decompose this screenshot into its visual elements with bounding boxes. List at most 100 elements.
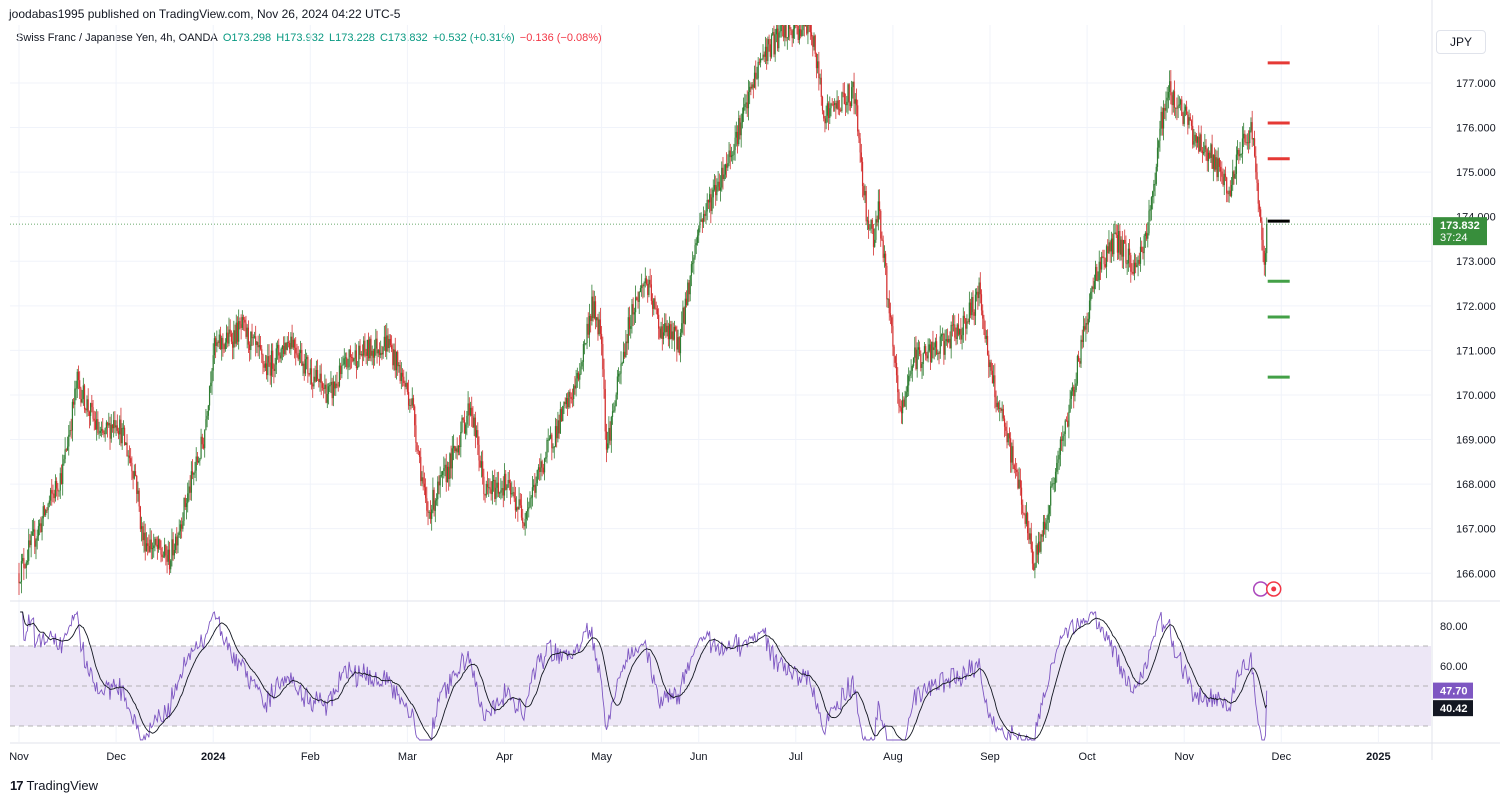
candle-body: [1153, 183, 1155, 192]
candle-body: [490, 489, 492, 495]
price-tick-label: 175.000: [1456, 167, 1496, 179]
price-axis: 177.000176.000175.000174.000173.000172.0…: [1456, 78, 1496, 580]
candle-body: [689, 275, 691, 295]
candle-body: [208, 386, 211, 406]
candle-body: [235, 322, 237, 344]
candle-body: [899, 406, 901, 408]
candle-body: [198, 460, 200, 463]
candle-body: [156, 544, 158, 549]
candle-body: [952, 324, 955, 326]
candle-body: [1141, 246, 1143, 252]
candle-body: [205, 419, 207, 431]
candle-body: [1217, 158, 1219, 178]
candle-body: [366, 339, 368, 356]
time-tick-label: Jul: [789, 751, 803, 763]
candle-body: [93, 418, 95, 421]
candle-body: [1113, 233, 1115, 255]
candle-body: [313, 376, 315, 387]
candle-body: [585, 343, 587, 344]
candle-body: [525, 511, 527, 520]
candle-body: [734, 137, 736, 151]
candle-body: [581, 361, 583, 367]
candle-body: [282, 345, 285, 354]
candle-body: [155, 538, 157, 545]
candle-body: [747, 92, 750, 109]
candle-body: [319, 373, 321, 383]
candle-body: [559, 409, 561, 434]
footer-brand[interactable]: 17 TradingView: [10, 778, 98, 793]
candle-body: [508, 479, 510, 484]
candle-body: [1156, 147, 1159, 167]
candle-body: [1104, 264, 1106, 267]
candle-body: [298, 353, 300, 360]
candle-body: [468, 403, 470, 416]
candle-body: [217, 342, 219, 344]
candle-body: [741, 113, 743, 123]
candle-body: [227, 332, 229, 344]
legend-symbol[interactable]: Swiss Franc / Japanese Yen, 4h, OANDA: [16, 32, 218, 44]
candle-body: [1080, 339, 1082, 364]
candle-body: [103, 432, 105, 435]
candle-body: [259, 345, 262, 350]
candle-body: [848, 84, 850, 103]
candle-body: [813, 35, 815, 47]
candle-body: [374, 348, 376, 358]
candle-body: [441, 471, 444, 475]
candle-body: [868, 220, 870, 230]
candle-body: [579, 374, 581, 380]
time-tick-label: Apr: [496, 751, 513, 763]
candle-body: [790, 29, 792, 31]
candle-body: [472, 415, 474, 428]
candle-body: [567, 398, 569, 408]
candle-body: [804, 25, 807, 27]
candle-body: [153, 545, 155, 549]
candle-body: [484, 494, 486, 496]
candle-body: [142, 526, 144, 541]
candle-body: [309, 368, 311, 375]
candle-body: [616, 376, 618, 395]
candle-body: [637, 300, 639, 302]
candle-body: [774, 34, 776, 55]
candle-body: [1189, 117, 1191, 121]
candle-body: [702, 213, 705, 223]
candle-body: [1253, 138, 1256, 156]
candle-body: [547, 439, 549, 441]
candle-body: [1200, 134, 1202, 151]
candle-body: [919, 347, 921, 354]
candle-body: [239, 321, 241, 325]
candle-body: [1118, 230, 1120, 253]
candle-body: [1036, 545, 1038, 555]
candle-body: [338, 365, 341, 386]
candle-body: [1235, 154, 1237, 174]
currency-button[interactable]: JPY: [1436, 30, 1486, 54]
candle-body: [132, 471, 134, 479]
candle-body: [295, 347, 297, 354]
candle-body: [683, 307, 685, 324]
candle-body: [228, 329, 230, 344]
candle-body: [792, 28, 794, 39]
last-price-value: 173.832: [1440, 220, 1480, 232]
candle-body: [133, 471, 135, 479]
candle-body: [20, 561, 23, 582]
candle-body: [883, 253, 886, 258]
candle-body: [1244, 133, 1246, 143]
candle-body: [270, 350, 273, 376]
candle-body: [696, 235, 699, 244]
candle-body: [778, 32, 780, 49]
candle-body: [257, 342, 259, 348]
candle-body: [861, 161, 864, 187]
candle-body: [539, 467, 541, 473]
candle-body: [482, 461, 484, 477]
candle-body: [764, 46, 767, 57]
candle-body: [40, 523, 42, 533]
candle-body: [1135, 262, 1137, 268]
candle-body: [923, 346, 926, 354]
candle-body: [1073, 386, 1075, 397]
rsi-line: [20, 610, 1268, 742]
candle-body: [433, 489, 435, 511]
candle-body: [212, 355, 214, 371]
candle-body: [57, 488, 59, 492]
candle-body: [100, 429, 103, 431]
candle-body: [1229, 190, 1231, 196]
